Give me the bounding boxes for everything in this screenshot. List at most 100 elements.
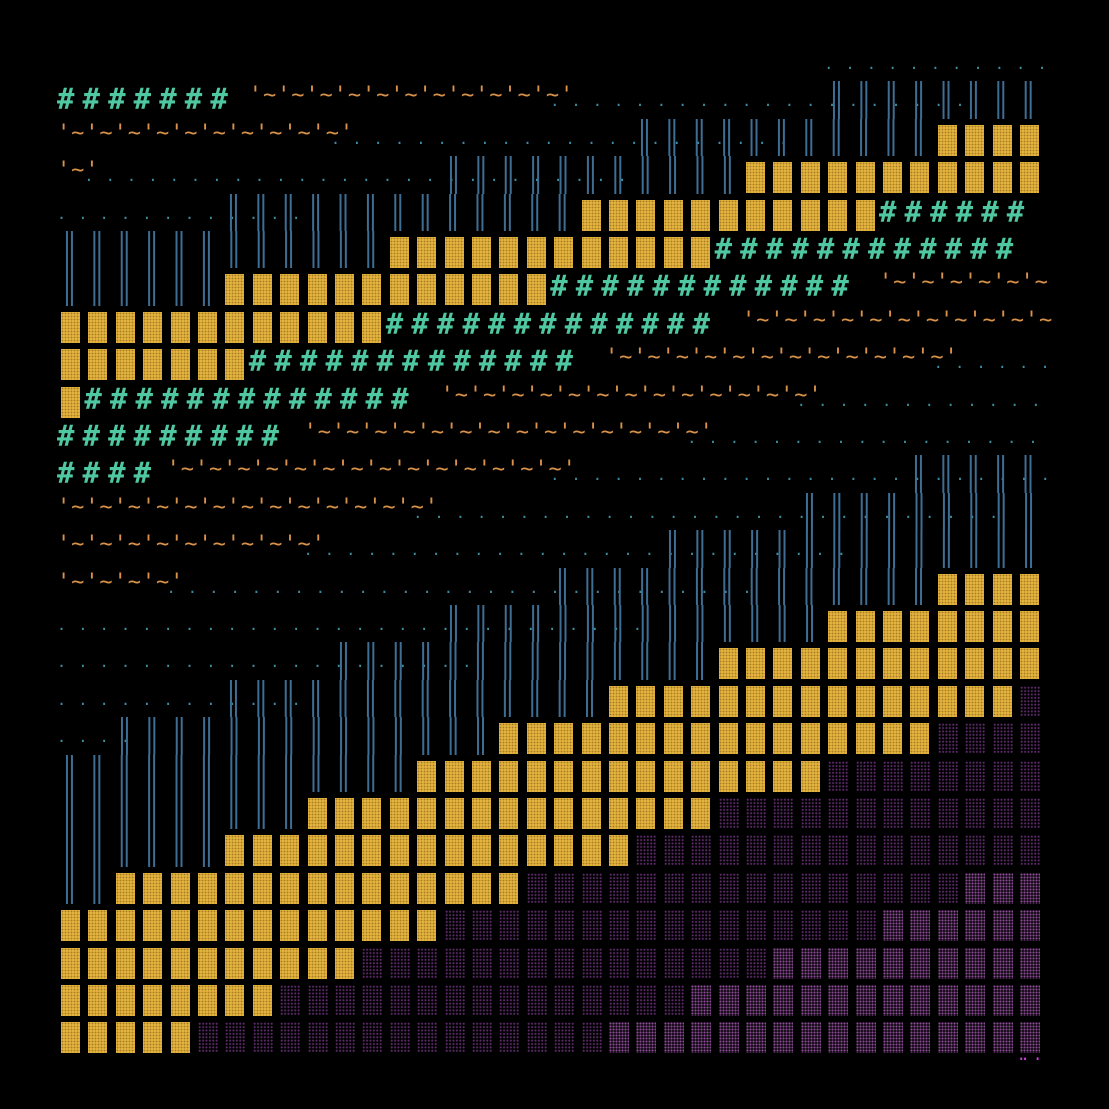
shade-cell bbox=[965, 872, 986, 904]
art-row: ####### '~'~'~'~'~'~'~'~'~'~'~'..........… bbox=[57, 81, 1044, 119]
block-cell bbox=[691, 199, 711, 231]
block-cell bbox=[992, 611, 1012, 642]
shade-cell bbox=[252, 1022, 273, 1054]
block-cell bbox=[88, 311, 108, 343]
shade-cell bbox=[307, 1022, 328, 1054]
block-cell bbox=[170, 349, 190, 381]
block-cell bbox=[691, 723, 711, 755]
block-cell bbox=[663, 723, 683, 755]
block-cell bbox=[526, 723, 546, 755]
art-row: ╨╘: bbox=[57, 1054, 1053, 1060]
block-cell bbox=[471, 798, 491, 829]
hash-segment: ###### bbox=[879, 194, 1033, 229]
block-cell bbox=[61, 910, 80, 942]
block-cell bbox=[417, 798, 437, 829]
bars-segment bbox=[906, 455, 1044, 493]
block-cell bbox=[61, 386, 80, 418]
shade-cell bbox=[417, 1022, 438, 1054]
art-row bbox=[57, 866, 1043, 905]
shade-cell bbox=[965, 947, 986, 979]
shade-cell bbox=[937, 947, 958, 979]
bars-segment bbox=[796, 492, 1044, 531]
block-cell bbox=[554, 760, 574, 792]
block-cell bbox=[252, 910, 272, 942]
bars-segment bbox=[659, 530, 1044, 568]
shadeA-segment bbox=[1016, 680, 1043, 717]
shade-cell bbox=[1020, 910, 1040, 942]
block-cell bbox=[800, 685, 820, 717]
art-row: #### '~'~'~'~'~'~'~'~'~'~'~'~'~'~'.......… bbox=[57, 455, 1053, 493]
block-cell bbox=[335, 311, 354, 343]
block-cell bbox=[965, 573, 985, 605]
shade-cell bbox=[882, 760, 903, 792]
shade-cell bbox=[444, 910, 465, 942]
block-cell bbox=[252, 947, 272, 979]
block-cell bbox=[773, 760, 793, 792]
shade-cell bbox=[691, 910, 712, 942]
block-cell bbox=[170, 985, 190, 1016]
bars-segment bbox=[824, 81, 1044, 119]
dots-segment: ............................ bbox=[57, 616, 655, 634]
shade-cell bbox=[280, 985, 301, 1016]
blocks-segment bbox=[605, 680, 1016, 717]
shade-cell bbox=[965, 798, 986, 829]
block-cell bbox=[362, 798, 382, 829]
shade-cell bbox=[800, 947, 821, 979]
block-cell bbox=[608, 798, 628, 829]
block-cell bbox=[280, 835, 300, 867]
shade-cell bbox=[636, 872, 657, 904]
shade-cell bbox=[910, 872, 931, 904]
shade-cell bbox=[992, 910, 1013, 942]
shade-cell bbox=[499, 1022, 520, 1054]
block-cell bbox=[828, 162, 848, 194]
shade-cell bbox=[773, 872, 794, 904]
shade-cell bbox=[992, 760, 1013, 792]
tilde-segment: '~'~'~'~'~'~'~'~'~'~'~'~'~' bbox=[440, 382, 823, 408]
bars-segment bbox=[440, 156, 742, 194]
art-row bbox=[57, 829, 1043, 867]
block-cell bbox=[718, 760, 738, 792]
block-cell bbox=[307, 872, 327, 904]
block-cell bbox=[225, 985, 245, 1016]
block-cell bbox=[581, 723, 601, 755]
shade-cell bbox=[389, 947, 410, 979]
shade-cell bbox=[910, 1022, 931, 1054]
block-cell bbox=[198, 985, 217, 1016]
block-cell bbox=[444, 760, 464, 792]
shade-cell bbox=[691, 835, 712, 867]
block-cell bbox=[554, 798, 574, 829]
shade-cell bbox=[828, 947, 849, 979]
block-cell bbox=[937, 124, 957, 156]
block-cell bbox=[937, 162, 957, 194]
block-cell bbox=[143, 1022, 163, 1054]
shade-cell bbox=[828, 910, 849, 942]
blocks-segment bbox=[57, 306, 386, 343]
shade-cell bbox=[581, 910, 602, 942]
shade-cell bbox=[800, 910, 821, 942]
art-row: ############# '~'~'~'~'~'~'~'~'~'~'~' bbox=[57, 306, 1053, 343]
blocks-segment bbox=[57, 904, 441, 942]
block-cell bbox=[1020, 162, 1039, 194]
block-cell bbox=[499, 237, 519, 268]
blocks-segment bbox=[221, 268, 550, 306]
shade-cell bbox=[444, 1022, 465, 1054]
block-cell bbox=[61, 985, 80, 1016]
shade-cell bbox=[663, 947, 684, 979]
block-cell bbox=[882, 723, 902, 755]
tilde-segment: '~'~'~'~'~'~'~'~'~'~'~'~'~' bbox=[57, 494, 439, 520]
shade-cell bbox=[581, 872, 602, 904]
block-cell bbox=[636, 798, 656, 829]
block-cell bbox=[252, 274, 272, 306]
block-cell bbox=[143, 872, 163, 904]
block-cell bbox=[471, 237, 491, 268]
block-cell bbox=[198, 910, 217, 942]
shadeB-segment bbox=[605, 1016, 1043, 1054]
block-cell bbox=[910, 685, 930, 717]
block-cell bbox=[334, 835, 354, 867]
blocks-segment bbox=[386, 231, 715, 268]
shade-cell bbox=[800, 835, 821, 867]
shade-cell bbox=[554, 872, 575, 904]
dots-segment: ...................... bbox=[331, 129, 801, 148]
dots-segment: .................... bbox=[550, 92, 977, 111]
blocks-segment bbox=[578, 194, 879, 231]
